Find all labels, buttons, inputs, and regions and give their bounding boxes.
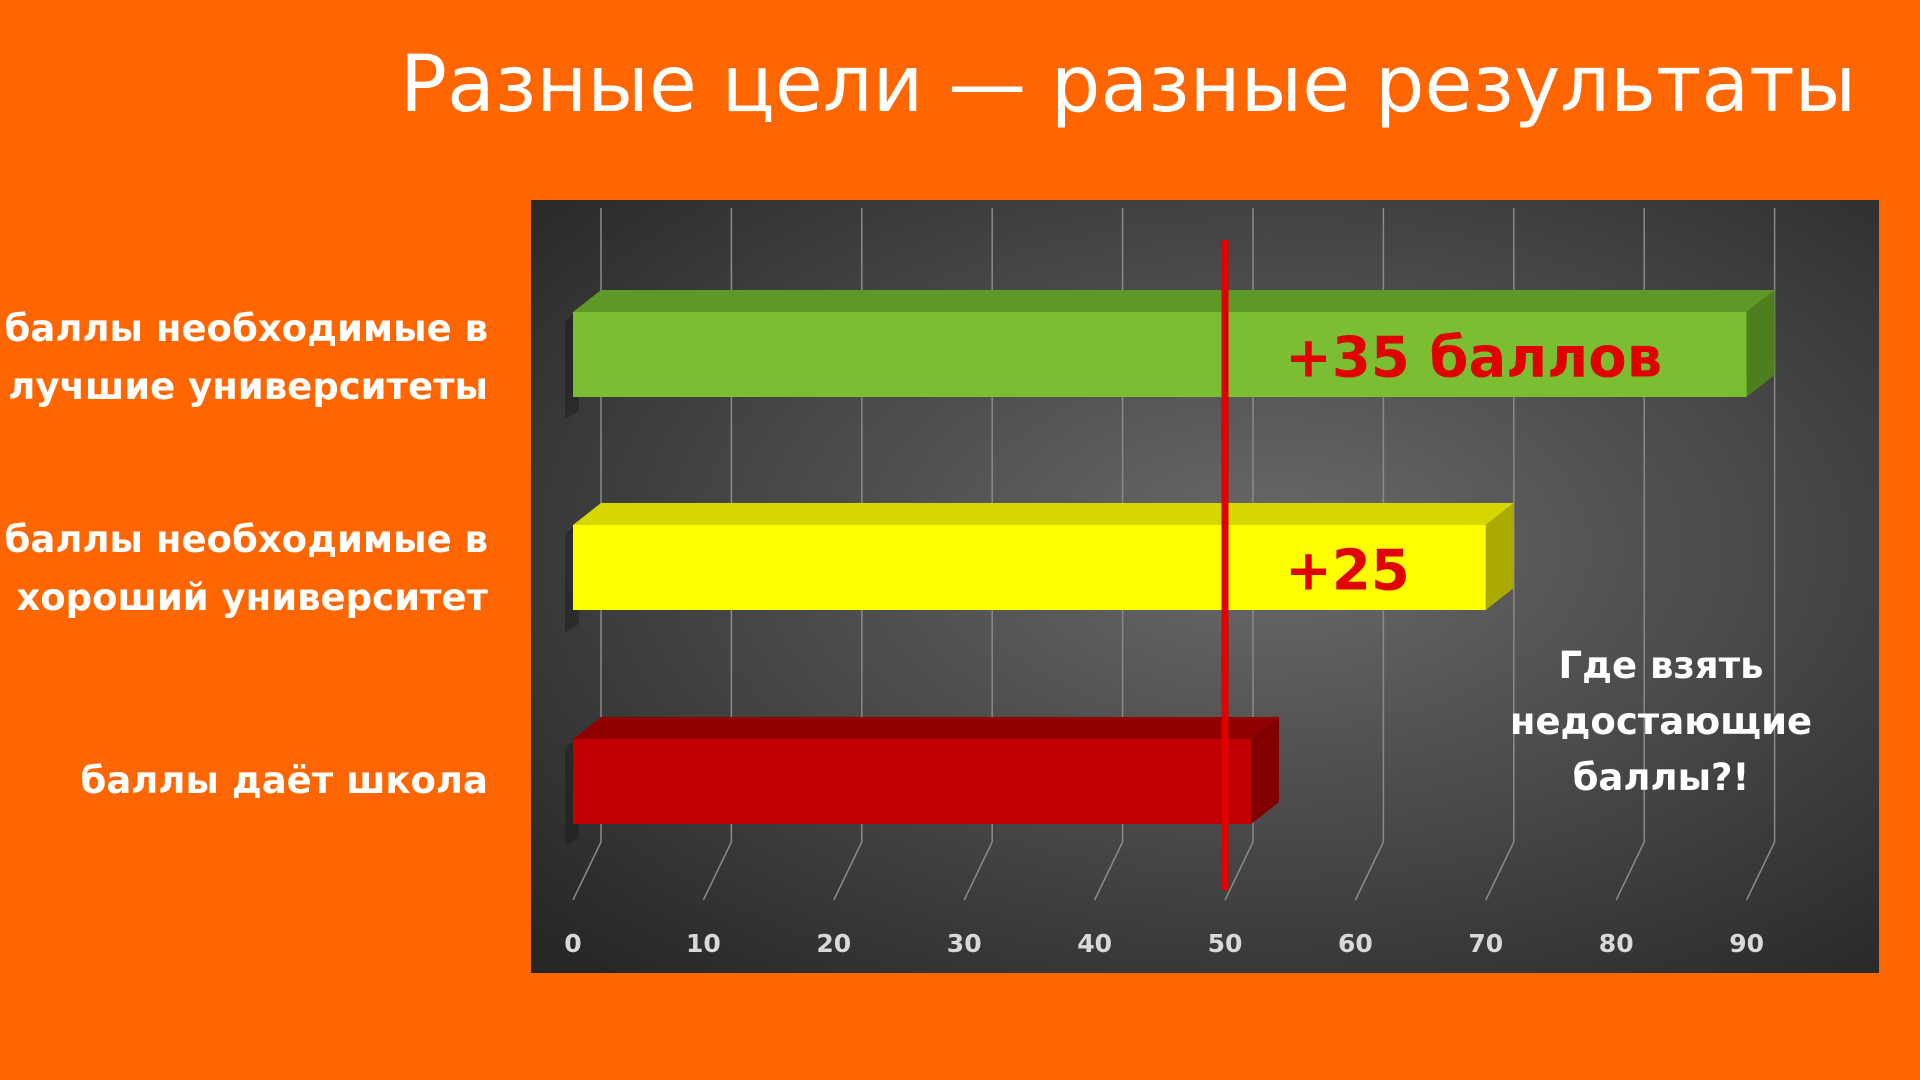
bar-side-face (1746, 290, 1775, 397)
slide-title: Разные цели — разные результаты (400, 40, 1857, 130)
gridline-floor (1485, 841, 1515, 901)
question-line: Где взять (1559, 644, 1764, 687)
bar (565, 290, 1775, 419)
gridline-floor (1224, 841, 1254, 901)
gridline-floor (1615, 841, 1645, 901)
gridline-floor (702, 841, 733, 901)
x-tick-label: 90 (1729, 929, 1764, 958)
x-tick-label: 70 (1468, 929, 1503, 958)
x-tick-label: 30 (947, 929, 982, 958)
bar (565, 717, 1280, 846)
bar-top-face (573, 717, 1280, 739)
x-tick-label: 10 (686, 929, 721, 958)
category-label-best-universities: баллы необходимые в лучшие университеты (0, 300, 488, 416)
category-label-line: баллы даёт школа (80, 759, 488, 802)
annotations-layer: +35 баллов +25 (1285, 326, 1662, 604)
x-tick-label: 50 (1208, 929, 1243, 958)
bar-top-face (573, 503, 1514, 525)
question-line: недостающие (1510, 700, 1812, 743)
category-label-good-university: баллы необходимые в хороший университет (0, 511, 488, 627)
tick-labels-layer: 0 10 20 30 40 50 60 70 80 90 (564, 929, 1764, 958)
gridline-floor (1354, 841, 1385, 901)
category-label-line: хороший университет (16, 576, 488, 619)
bars-layer (565, 240, 1775, 890)
gridline-floor (572, 841, 602, 901)
question-line: баллы?! (1573, 756, 1750, 799)
gridline-floor (1093, 841, 1124, 901)
x-tick-label: 20 (816, 929, 851, 958)
bar-front-face (573, 312, 1747, 397)
bar-top-face (573, 290, 1775, 312)
bar-front-face (573, 525, 1486, 610)
category-label-school: баллы даёт школа (0, 752, 488, 810)
x-tick-label: 0 (564, 929, 581, 958)
x-tick-label: 80 (1599, 929, 1634, 958)
x-tick-label: 40 (1077, 929, 1112, 958)
bar-front-face (573, 739, 1252, 824)
bar-chart: +35 баллов +25 0 10 20 30 40 50 60 70 80 90 Где вз… (531, 200, 1879, 973)
bar-annotation: +25 (1285, 539, 1410, 604)
x-tick-label: 60 (1338, 929, 1373, 958)
question-layer: Где взять недостающие баллы?! (1510, 644, 1812, 799)
bar-side-face (1251, 717, 1280, 824)
category-label-line: баллы необходимые в (4, 518, 488, 561)
gridline-floor (833, 841, 863, 901)
bar-side-face (1485, 503, 1514, 610)
gridline-floor (963, 841, 993, 901)
category-label-line: лучшие университеты (8, 365, 488, 408)
category-label-line: баллы необходимые в (4, 307, 488, 350)
bar (565, 503, 1514, 632)
gridline-floor (1745, 841, 1776, 901)
bar-annotation: +35 баллов (1285, 326, 1662, 391)
